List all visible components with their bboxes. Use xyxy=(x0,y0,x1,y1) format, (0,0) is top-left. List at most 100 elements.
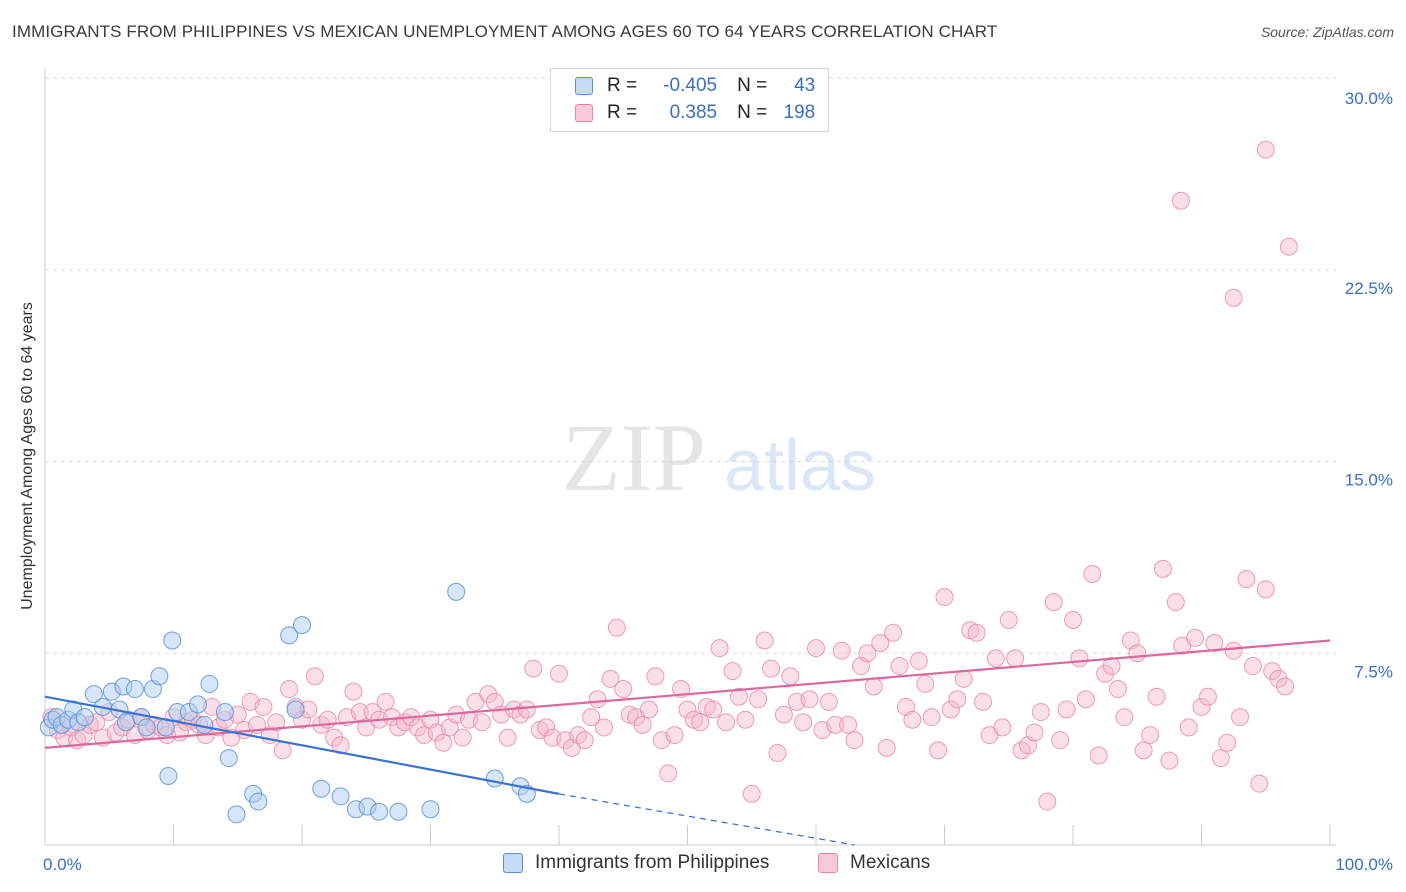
point-mexicans xyxy=(280,680,299,699)
x-tick-label: 0.0% xyxy=(43,855,82,874)
point-mexicans xyxy=(1134,741,1153,760)
point-philippines xyxy=(421,800,440,819)
point-mexicans xyxy=(1031,703,1050,722)
point-mexicans xyxy=(736,710,755,729)
watermark-zip: ZIP xyxy=(562,404,706,511)
point-mexicans xyxy=(498,728,517,747)
watermark: ZIP atlas xyxy=(562,404,876,511)
point-mexicans xyxy=(864,677,883,696)
point-mexicans xyxy=(594,718,613,737)
point-mexicans xyxy=(691,713,710,732)
series-philippines xyxy=(39,582,536,824)
point-mexicans xyxy=(877,738,896,757)
point-mexicans xyxy=(999,611,1018,630)
point-philippines xyxy=(188,695,207,714)
point-mexicans xyxy=(909,651,928,670)
gridlines xyxy=(45,77,1336,654)
legend-swatch-philippines xyxy=(503,853,523,873)
legend-item-mexicans[interactable]: Mexicans xyxy=(818,852,930,874)
point-philippines xyxy=(370,802,389,821)
point-mexicans xyxy=(794,713,813,732)
point-mexicans xyxy=(903,710,922,729)
point-philippines xyxy=(150,667,169,686)
point-mexicans xyxy=(344,682,363,701)
point-mexicans xyxy=(453,728,472,747)
point-mexicans xyxy=(954,669,973,688)
point-mexicans xyxy=(800,690,819,709)
y-tick-label: 22.5% xyxy=(1345,279,1393,298)
point-mexicans xyxy=(710,639,729,658)
point-mexicans xyxy=(517,700,536,719)
point-philippines xyxy=(159,766,178,785)
point-mexicans xyxy=(1243,657,1262,676)
legend-n-label: N = xyxy=(737,75,768,96)
point-mexicans xyxy=(1250,774,1269,793)
point-mexicans xyxy=(1218,733,1237,752)
point-mexicans xyxy=(1147,687,1166,706)
point-mexicans xyxy=(704,700,723,719)
point-philippines xyxy=(125,680,144,699)
chart-title: IMMIGRANTS FROM PHILIPPINES VS MEXICAN U… xyxy=(12,22,998,41)
point-philippines xyxy=(447,582,466,601)
point-mexicans xyxy=(646,667,665,686)
point-mexicans xyxy=(884,623,903,642)
point-mexicans xyxy=(1083,564,1102,583)
point-philippines xyxy=(485,769,504,788)
legend-swatch-mexicans xyxy=(818,853,838,873)
legend-item-philippines[interactable]: Immigrants from Philippines xyxy=(503,852,769,874)
point-mexicans xyxy=(659,764,678,783)
point-mexicans xyxy=(762,659,781,678)
point-mexicans xyxy=(871,634,890,653)
point-mexicans xyxy=(922,708,941,727)
trend-lines xyxy=(44,639,1331,846)
point-mexicans xyxy=(267,713,286,732)
point-philippines xyxy=(312,779,331,798)
y-tick-label: 7.5% xyxy=(1354,662,1393,681)
point-mexicans xyxy=(986,649,1005,668)
point-mexicans xyxy=(1263,662,1282,681)
y-tick-label: 30.0% xyxy=(1345,89,1393,108)
point-mexicans xyxy=(1166,593,1185,612)
legend-r-label: R = xyxy=(607,75,638,96)
point-mexicans xyxy=(1064,611,1082,630)
legend-swatch-mexicans xyxy=(575,104,593,122)
legend-r-mexicans: 0.385 xyxy=(669,102,718,123)
point-mexicans xyxy=(325,728,344,747)
watermark-atlas: atlas xyxy=(724,426,876,506)
point-mexicans xyxy=(755,631,774,650)
point-mexicans xyxy=(1256,140,1275,159)
point-mexicans xyxy=(1153,559,1172,578)
point-mexicans xyxy=(1089,746,1108,765)
point-mexicans xyxy=(1076,690,1095,709)
point-mexicans xyxy=(1070,649,1089,668)
source-label: Source: ZipAtlas.com xyxy=(1260,24,1394,40)
point-mexicans xyxy=(768,743,787,762)
point-mexicans xyxy=(582,708,601,727)
point-mexicans xyxy=(839,715,858,734)
legend-label-philippines: Immigrants from Philippines xyxy=(535,852,770,873)
correlation-legend: R = -0.405 N = 43 R = 0.385 N = 198 xyxy=(550,68,829,132)
legend-n-label: N = xyxy=(737,102,768,123)
point-mexicans xyxy=(1038,792,1057,811)
point-mexicans xyxy=(742,784,761,803)
legend-r-label: R = xyxy=(607,102,638,123)
point-mexicans xyxy=(729,687,748,706)
point-mexicans xyxy=(1224,288,1243,307)
point-mexicans xyxy=(472,713,491,732)
trend-line-mexicans xyxy=(44,639,1331,749)
point-mexicans xyxy=(1279,237,1298,256)
legend-row-philippines: R = -0.405 N = 43 xyxy=(551,73,815,99)
point-mexicans xyxy=(781,667,800,686)
point-mexicans xyxy=(1256,580,1275,599)
point-mexicans xyxy=(665,726,684,745)
point-mexicans xyxy=(1186,628,1205,647)
tick-labels: 7.5% 15.0% 22.5% 30.0% 0.0% 100.0% xyxy=(43,89,1393,874)
point-mexicans xyxy=(1006,649,1025,668)
point-mexicans xyxy=(254,697,273,716)
point-mexicans xyxy=(331,736,350,755)
point-mexicans xyxy=(819,692,838,711)
point-mexicans xyxy=(524,659,543,678)
legend-n-mexicans: 198 xyxy=(783,102,816,123)
point-mexicans xyxy=(1205,634,1224,653)
